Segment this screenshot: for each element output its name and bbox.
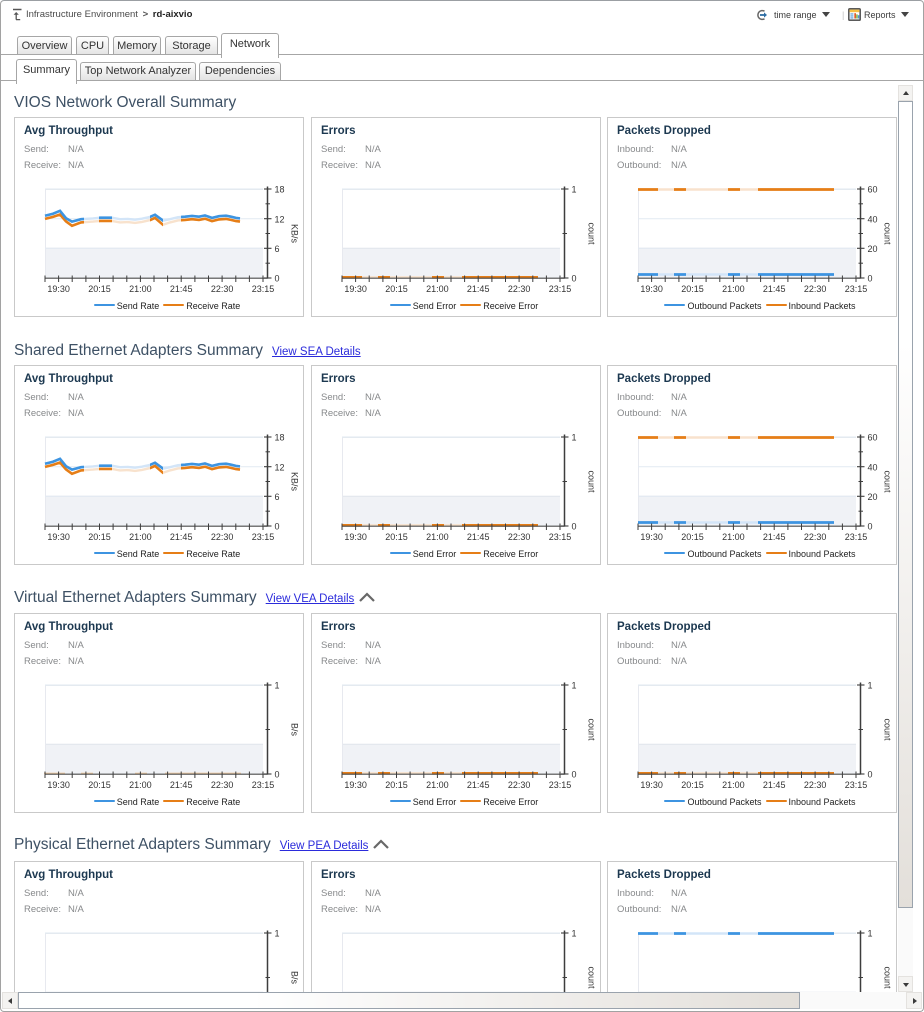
svg-text:40: 40 [868, 214, 878, 224]
svg-text:count: count [883, 966, 893, 989]
svg-text:40: 40 [868, 462, 878, 472]
svg-text:count: count [883, 222, 893, 245]
svg-text:20:15: 20:15 [385, 780, 408, 790]
svg-text:21:45: 21:45 [467, 284, 490, 294]
svg-text:22:30: 22:30 [508, 780, 531, 790]
svg-text:22:30: 22:30 [211, 284, 234, 294]
svg-text:count: count [587, 222, 597, 245]
svg-text:21:00: 21:00 [722, 532, 745, 542]
svg-text:1: 1 [868, 681, 873, 691]
svg-text:18: 18 [275, 185, 285, 195]
svg-text:19:30: 19:30 [47, 532, 70, 542]
svg-text:21:00: 21:00 [722, 780, 745, 790]
svg-text:0: 0 [572, 522, 577, 532]
svg-text:21:45: 21:45 [170, 532, 193, 542]
svg-text:count: count [587, 966, 597, 989]
svg-text:21:00: 21:00 [722, 284, 745, 294]
svg-text:20:15: 20:15 [88, 532, 111, 542]
svg-text:21:45: 21:45 [763, 532, 786, 542]
svg-text:0: 0 [868, 770, 873, 780]
svg-text:22:30: 22:30 [804, 780, 827, 790]
svg-text:21:00: 21:00 [129, 532, 152, 542]
svg-text:19:30: 19:30 [640, 780, 663, 790]
svg-text:23:15: 23:15 [845, 284, 868, 294]
svg-text:count: count [587, 718, 597, 741]
svg-text:21:45: 21:45 [170, 780, 193, 790]
svg-text:19:30: 19:30 [344, 284, 367, 294]
svg-text:B/s: B/s [290, 971, 300, 985]
svg-text:0: 0 [572, 274, 577, 284]
svg-text:19:30: 19:30 [640, 284, 663, 294]
svg-text:22:30: 22:30 [508, 284, 531, 294]
svg-text:12: 12 [275, 214, 285, 224]
svg-text:1: 1 [572, 929, 577, 939]
svg-text:22:30: 22:30 [211, 780, 234, 790]
svg-text:6: 6 [275, 244, 280, 254]
svg-text:23:15: 23:15 [252, 780, 275, 790]
svg-text:21:00: 21:00 [426, 284, 449, 294]
svg-text:23:15: 23:15 [549, 780, 572, 790]
svg-text:21:45: 21:45 [467, 780, 490, 790]
svg-text:6: 6 [275, 492, 280, 502]
svg-text:19:30: 19:30 [344, 780, 367, 790]
svg-text:20:15: 20:15 [681, 780, 704, 790]
svg-text:1: 1 [868, 929, 873, 939]
svg-text:23:15: 23:15 [845, 532, 868, 542]
svg-text:21:45: 21:45 [467, 532, 490, 542]
svg-text:20:15: 20:15 [88, 284, 111, 294]
svg-text:22:30: 22:30 [804, 532, 827, 542]
svg-text:B/s: B/s [290, 723, 300, 737]
svg-text:21:00: 21:00 [129, 780, 152, 790]
svg-text:12: 12 [275, 462, 285, 472]
svg-text:count: count [883, 470, 893, 493]
svg-text:1: 1 [572, 433, 577, 443]
svg-text:0: 0 [572, 770, 577, 780]
svg-text:60: 60 [868, 185, 878, 195]
svg-text:60: 60 [868, 433, 878, 443]
svg-text:20: 20 [868, 492, 878, 502]
svg-text:0: 0 [868, 522, 873, 532]
svg-text:count: count [883, 718, 893, 741]
svg-text:21:00: 21:00 [426, 780, 449, 790]
svg-text:22:30: 22:30 [508, 532, 531, 542]
svg-text:20:15: 20:15 [681, 284, 704, 294]
svg-text:18: 18 [275, 433, 285, 443]
svg-text:KB/s: KB/s [290, 224, 300, 244]
svg-text:19:30: 19:30 [640, 532, 663, 542]
svg-text:20:15: 20:15 [385, 532, 408, 542]
svg-text:0: 0 [868, 274, 873, 284]
svg-text:19:30: 19:30 [47, 780, 70, 790]
svg-text:19:30: 19:30 [47, 284, 70, 294]
svg-text:KB/s: KB/s [290, 472, 300, 492]
svg-text:20:15: 20:15 [385, 284, 408, 294]
svg-text:21:00: 21:00 [129, 284, 152, 294]
svg-text:21:45: 21:45 [763, 780, 786, 790]
svg-text:23:15: 23:15 [252, 532, 275, 542]
svg-text:20:15: 20:15 [681, 532, 704, 542]
svg-text:21:45: 21:45 [170, 284, 193, 294]
svg-text:23:15: 23:15 [845, 780, 868, 790]
svg-text:count: count [587, 470, 597, 493]
svg-text:20:15: 20:15 [88, 780, 111, 790]
svg-text:23:15: 23:15 [252, 284, 275, 294]
svg-text:1: 1 [275, 681, 280, 691]
svg-text:0: 0 [275, 274, 280, 284]
svg-text:21:00: 21:00 [426, 532, 449, 542]
svg-text:23:15: 23:15 [549, 532, 572, 542]
svg-text:22:30: 22:30 [211, 532, 234, 542]
svg-text:0: 0 [275, 522, 280, 532]
svg-text:1: 1 [275, 929, 280, 939]
svg-text:0: 0 [275, 770, 280, 780]
svg-text:20: 20 [868, 244, 878, 254]
svg-text:1: 1 [572, 185, 577, 195]
svg-text:22:30: 22:30 [804, 284, 827, 294]
svg-text:1: 1 [572, 681, 577, 691]
svg-text:23:15: 23:15 [549, 284, 572, 294]
svg-text:19:30: 19:30 [344, 532, 367, 542]
svg-text:21:45: 21:45 [763, 284, 786, 294]
